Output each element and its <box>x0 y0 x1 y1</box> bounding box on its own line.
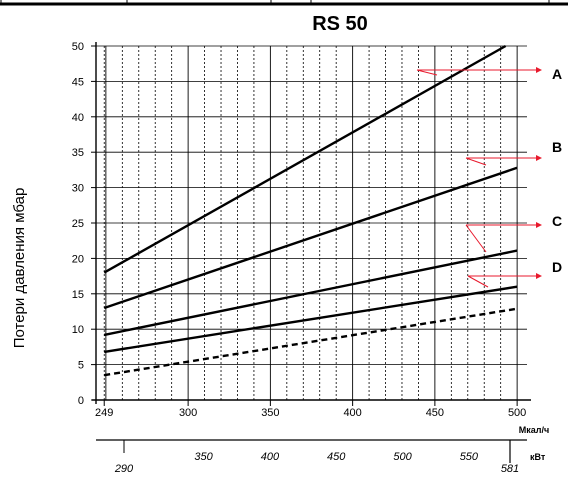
y-tick-label: 40 <box>72 112 84 124</box>
x-tick-label: 350 <box>261 407 279 419</box>
x-tick-label: 300 <box>179 407 197 419</box>
annotation-label: C <box>552 213 562 229</box>
x-tick-label: 249 <box>95 407 113 419</box>
series-line-d <box>104 285 518 354</box>
y-tick-label: 30 <box>72 183 84 195</box>
x-tick-label: 400 <box>343 407 361 419</box>
x-tick-label: 500 <box>508 407 526 419</box>
x-axis-unit-label: Мкал/ч <box>519 425 549 435</box>
arrow-head <box>536 222 542 228</box>
arrow-head <box>536 67 542 73</box>
tick-labels: 0 5 10 15 20 25 30 35 40 45 50 249 300 350 400 450 500 29… <box>72 41 527 475</box>
chart-decor <box>0 0 568 6</box>
arrow-head <box>536 155 542 161</box>
secondary-tick-label: 581 <box>501 463 519 475</box>
series-lines <box>103 44 518 377</box>
secondary-axis-unit-label: кВт <box>530 452 546 462</box>
annotation-arrow-c: C <box>465 213 562 253</box>
arrow-diagonal <box>465 157 487 166</box>
y-tick-label: 20 <box>72 253 84 265</box>
annotation-arrow-b: B <box>465 139 562 166</box>
annotation-label: B <box>552 139 562 155</box>
y-tick-label: 0 <box>78 395 84 407</box>
x-tick-label: 450 <box>426 407 444 419</box>
grid <box>96 45 527 401</box>
series-line-c <box>103 249 518 337</box>
y-tick-label: 5 <box>78 360 84 372</box>
y-tick-label: 35 <box>72 147 84 159</box>
y-tick-label: 45 <box>72 76 84 88</box>
y-tick-label: 10 <box>72 324 84 336</box>
chart-title: RS 50 <box>312 13 368 35</box>
y-axis-label: Потери давления мбар <box>11 188 28 349</box>
y-tick-label: 25 <box>72 218 84 230</box>
arrow-diagonal <box>465 224 487 253</box>
arrow-diagonal <box>416 69 438 76</box>
annotation-label: D <box>552 259 562 275</box>
secondary-tick-label: 400 <box>261 451 280 463</box>
annotations: A B C D <box>416 66 562 288</box>
axes <box>91 42 531 463</box>
arrow-head <box>536 273 542 279</box>
annotation-arrow-a: A <box>416 66 562 82</box>
series-line-a <box>103 44 507 274</box>
secondary-tick-label: 500 <box>393 451 412 463</box>
series-line-b <box>103 166 518 310</box>
arrow-diagonal <box>467 275 489 288</box>
secondary-tick-label: 350 <box>194 451 213 463</box>
y-tick-label: 50 <box>72 41 84 53</box>
annotation-label: A <box>552 66 562 82</box>
secondary-tick-label: 550 <box>460 451 479 463</box>
y-tick-label: 15 <box>72 289 84 301</box>
secondary-tick-label: 450 <box>327 451 346 463</box>
secondary-tick-label: 290 <box>114 463 134 475</box>
annotation-arrow-d: D <box>467 259 562 288</box>
